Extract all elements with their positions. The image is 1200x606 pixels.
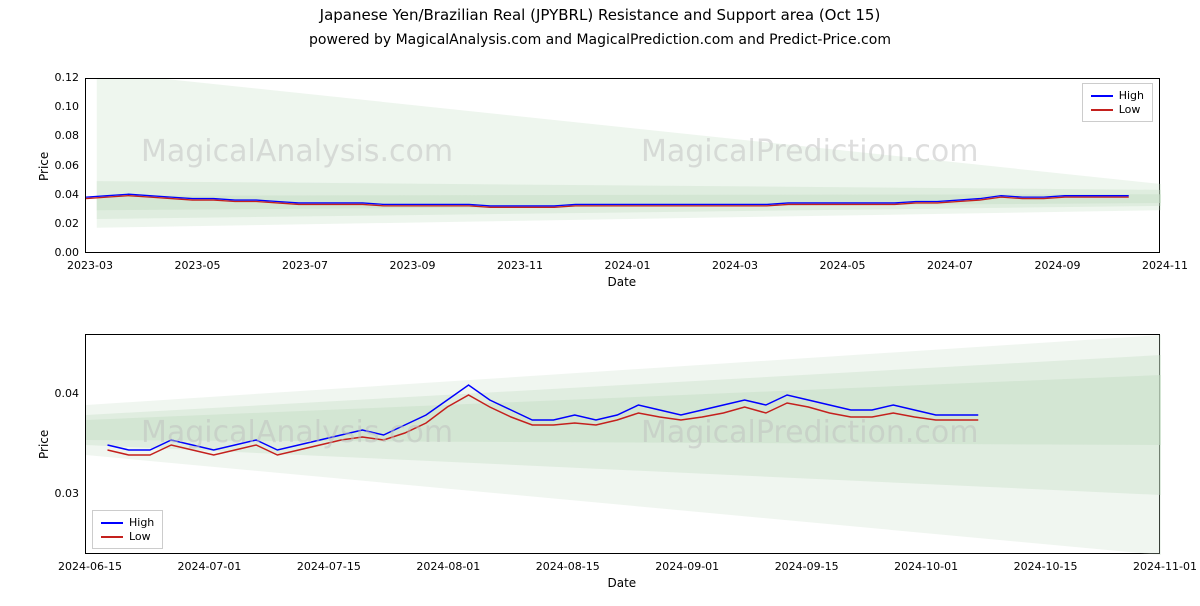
x-tick: 2023-05 <box>163 259 233 272</box>
x-tick: 2024-09-01 <box>652 560 722 573</box>
x-tick: 2024-09-15 <box>772 560 842 573</box>
y-tick: 0.03 <box>55 487 80 500</box>
y-axis-label: Price <box>37 430 51 459</box>
y-axis-label: Price <box>37 151 51 180</box>
y-tick: 0.02 <box>55 217 80 230</box>
y-tick: 0.08 <box>55 129 80 142</box>
x-tick: 2024-10-01 <box>891 560 961 573</box>
x-tick: 2024-06-15 <box>55 560 125 573</box>
x-tick: 2024-07-01 <box>174 560 244 573</box>
legend-swatch <box>1091 95 1113 97</box>
legend: HighLow <box>1082 83 1153 122</box>
y-tick: 0.00 <box>55 246 80 259</box>
x-axis-label: Date <box>608 275 637 289</box>
legend-label: Low <box>129 530 151 543</box>
x-tick: 2024-11-01 <box>1130 560 1200 573</box>
x-tick: 2024-08-15 <box>533 560 603 573</box>
bottom-chart: MagicalAnalysis.com MagicalPrediction.co… <box>85 334 1160 554</box>
legend-item: High <box>1091 89 1144 102</box>
x-tick: 2023-09 <box>378 259 448 272</box>
legend-label: High <box>129 516 154 529</box>
x-tick: 2023-11 <box>485 259 555 272</box>
x-tick: 2024-10-15 <box>1011 560 1081 573</box>
legend-swatch <box>101 536 123 538</box>
y-tick: 0.04 <box>55 387 80 400</box>
legend-item: High <box>101 516 154 529</box>
chart-title: Japanese Yen/Brazilian Real (JPYBRL) Res… <box>0 6 1200 24</box>
x-tick: 2024-08-01 <box>413 560 483 573</box>
x-tick: 2023-03 <box>55 259 125 272</box>
x-tick: 2024-01 <box>593 259 663 272</box>
x-tick: 2024-07 <box>915 259 985 272</box>
x-tick: 2024-07-15 <box>294 560 364 573</box>
legend: HighLow <box>92 510 163 549</box>
x-tick: 2024-11 <box>1130 259 1200 272</box>
x-axis-label: Date <box>608 576 637 590</box>
x-tick: 2024-03 <box>700 259 770 272</box>
x-tick: 2023-07 <box>270 259 340 272</box>
legend-item: Low <box>1091 103 1144 116</box>
top-chart: MagicalAnalysis.com MagicalPrediction.co… <box>85 78 1160 253</box>
legend-swatch <box>101 522 123 524</box>
x-tick: 2024-05 <box>808 259 878 272</box>
y-tick: 0.10 <box>55 100 80 113</box>
y-tick: 0.06 <box>55 159 80 172</box>
legend-label: Low <box>1119 103 1141 116</box>
legend-label: High <box>1119 89 1144 102</box>
y-tick: 0.04 <box>55 188 80 201</box>
legend-item: Low <box>101 530 154 543</box>
legend-swatch <box>1091 109 1113 111</box>
y-tick: 0.12 <box>55 71 80 84</box>
x-tick: 2024-09 <box>1023 259 1093 272</box>
chart-subtitle: powered by MagicalAnalysis.com and Magic… <box>0 32 1200 48</box>
